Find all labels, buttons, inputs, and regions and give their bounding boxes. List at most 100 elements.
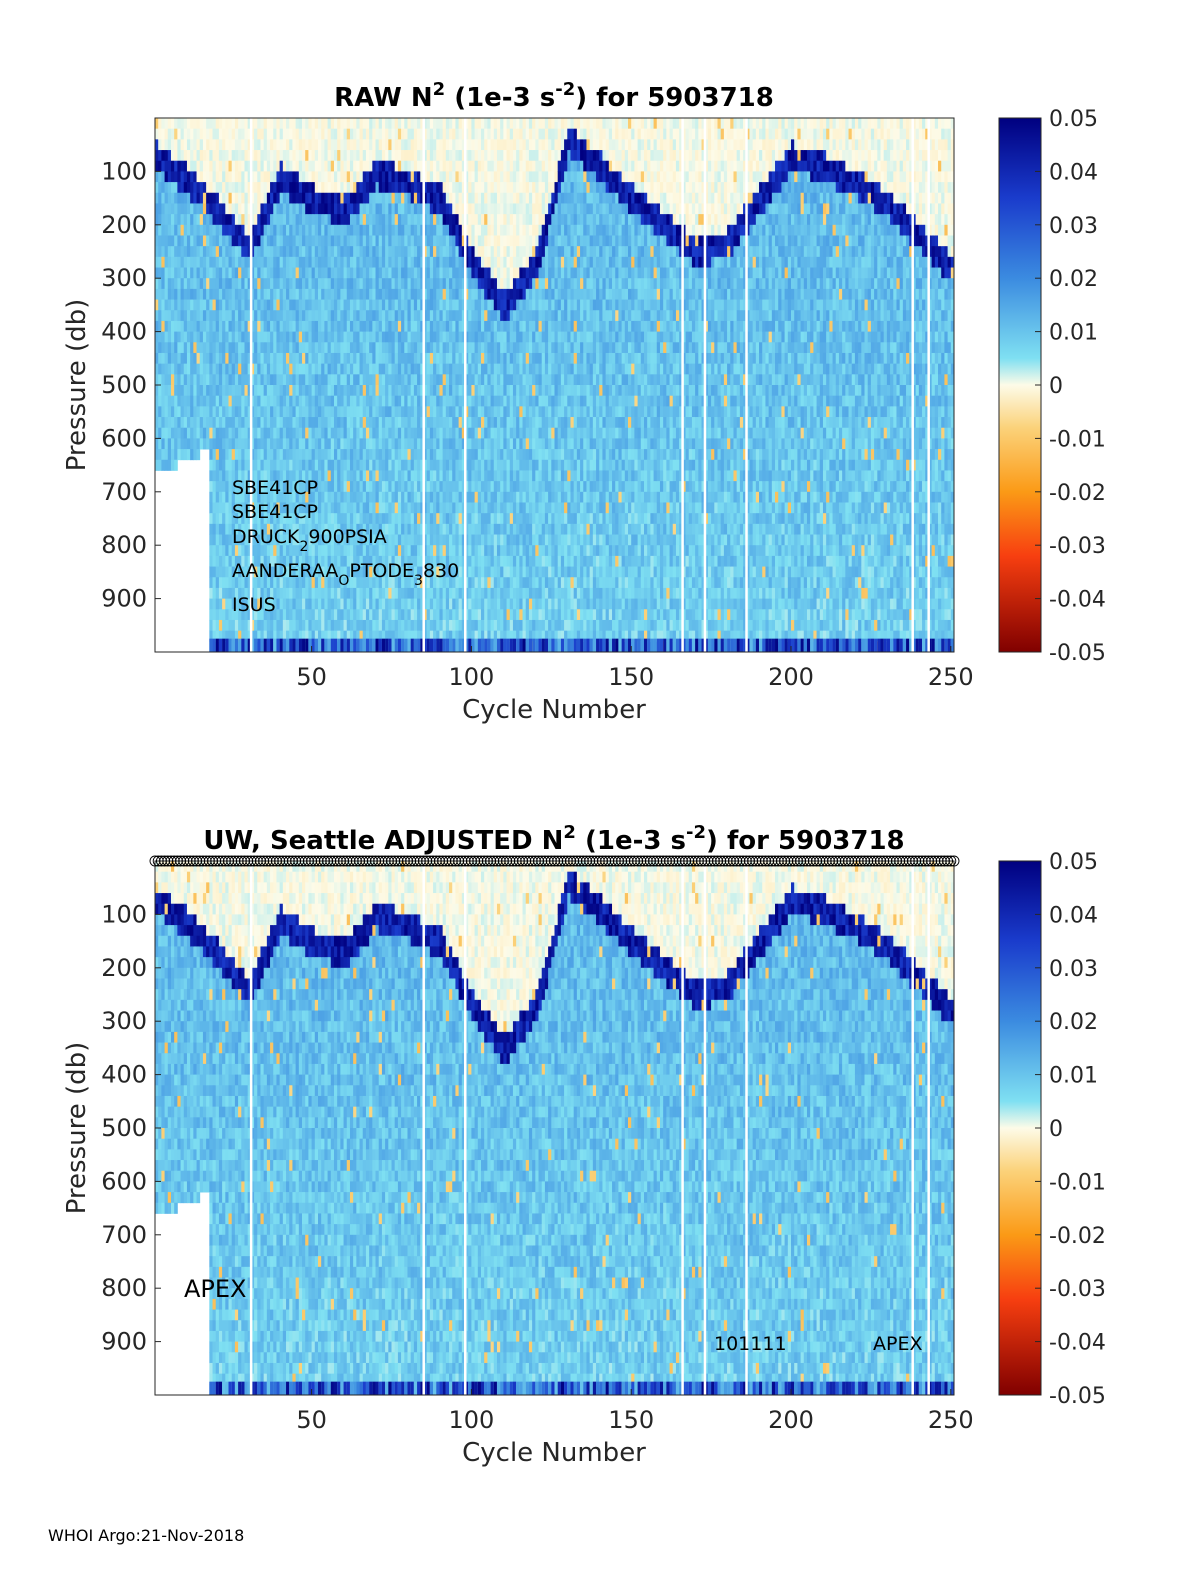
heatmap-cell	[340, 491, 344, 503]
heatmap-cell	[426, 609, 431, 621]
heatmap-cell	[423, 139, 428, 151]
heatmap-cell	[484, 224, 488, 236]
heatmap-cell	[461, 619, 466, 632]
heatmap-cell	[170, 139, 175, 151]
heatmap-cell	[324, 256, 328, 268]
heatmap-cell	[222, 288, 226, 300]
heatmap-cell	[260, 513, 265, 525]
heatmap-cell	[196, 342, 201, 354]
heatmap-cell	[397, 619, 402, 632]
heatmap-cell	[202, 246, 207, 258]
heatmap-cell	[231, 118, 236, 130]
heatmap-cell	[209, 427, 213, 439]
heatmap-cell	[484, 374, 488, 386]
heatmap-cell	[410, 534, 415, 546]
heatmap-cell	[327, 192, 332, 204]
heatmap-cell	[209, 417, 213, 429]
heatmap-cell	[333, 363, 338, 375]
heatmap-cell	[480, 555, 485, 567]
heatmap-cell	[458, 310, 463, 322]
heatmap-cell	[270, 203, 274, 215]
heatmap-cell	[375, 331, 380, 343]
heatmap-cell	[311, 587, 316, 599]
heatmap-cell	[215, 385, 220, 397]
heatmap-cell	[394, 128, 399, 140]
heatmap-cell	[420, 427, 424, 439]
heatmap-cell	[279, 630, 284, 642]
heatmap-cell	[458, 331, 463, 343]
heatmap-cell	[231, 320, 236, 332]
heatmap-cell	[330, 214, 335, 226]
heatmap-cell	[449, 459, 453, 471]
heatmap-cell	[372, 235, 376, 247]
heatmap-cell	[206, 288, 210, 300]
bottom-strip-cell	[311, 638, 316, 652]
heatmap-cell	[167, 406, 172, 418]
heatmap-cell	[234, 224, 239, 236]
heatmap-cell	[436, 128, 440, 140]
heatmap-cell	[385, 491, 389, 503]
heatmap-cell	[365, 470, 370, 482]
heatmap-cell	[397, 598, 402, 610]
heatmap-cell	[359, 587, 364, 599]
heatmap-cell	[295, 331, 300, 343]
heatmap-cell	[439, 502, 444, 514]
heatmap-cell	[282, 534, 287, 546]
heatmap-cell	[215, 395, 220, 407]
heatmap-cell	[263, 630, 268, 642]
heatmap-cell	[308, 182, 313, 194]
heatmap-cell	[433, 139, 437, 151]
heatmap-cell	[369, 288, 373, 300]
heatmap-cell	[321, 363, 325, 375]
heatmap-cell	[263, 192, 268, 204]
heatmap-cell	[356, 619, 360, 632]
heatmap-cell	[286, 619, 290, 632]
heatmap-cell	[353, 417, 357, 429]
heatmap-cell	[433, 534, 437, 546]
heatmap-cell	[333, 438, 338, 450]
heatmap-cell	[353, 459, 357, 471]
bottom-strip-cell	[155, 638, 159, 652]
heatmap-cell	[365, 417, 370, 429]
heatmap-cell	[445, 417, 450, 429]
heatmap-cell	[302, 182, 306, 194]
heatmap-cell	[420, 235, 424, 247]
heatmap-cell	[254, 417, 258, 429]
heatmap-cell	[241, 470, 245, 482]
heatmap-cell	[407, 256, 412, 268]
heatmap-cell	[286, 246, 290, 258]
heatmap-cell	[340, 203, 344, 215]
heatmap-cell	[311, 523, 316, 535]
heatmap-cell	[442, 566, 447, 578]
heatmap-cell	[417, 310, 421, 322]
heatmap-cell	[468, 160, 472, 172]
heatmap-cell	[186, 427, 191, 439]
heatmap-cell	[295, 491, 300, 503]
heatmap-cell	[372, 459, 376, 471]
heatmap-cell	[311, 449, 316, 461]
heatmap-cell	[209, 459, 213, 471]
heatmap-cell	[241, 320, 245, 332]
heatmap-cell	[417, 491, 421, 503]
heatmap-cell	[193, 288, 197, 300]
heatmap-cell	[346, 214, 351, 226]
heatmap-cell	[401, 256, 405, 268]
heatmap-cell	[455, 534, 460, 546]
heatmap-cell	[480, 374, 485, 386]
bottom-strip-cell	[458, 638, 463, 652]
heatmap-cell	[234, 246, 239, 258]
heatmap-cell	[417, 395, 421, 407]
heatmap-cell	[461, 630, 466, 642]
heatmap-cell	[381, 438, 386, 450]
heatmap-cell	[375, 160, 380, 172]
heatmap-cell	[442, 214, 447, 226]
heatmap-cell	[212, 630, 217, 642]
heatmap-cell	[455, 246, 460, 258]
heatmap-cell	[225, 235, 229, 247]
heatmap-cell	[308, 459, 313, 471]
heatmap-cell	[359, 470, 364, 482]
heatmap-cell	[340, 320, 344, 332]
heatmap-cell	[273, 182, 277, 194]
heatmap-cell	[436, 502, 440, 514]
heatmap-cell	[423, 406, 428, 418]
